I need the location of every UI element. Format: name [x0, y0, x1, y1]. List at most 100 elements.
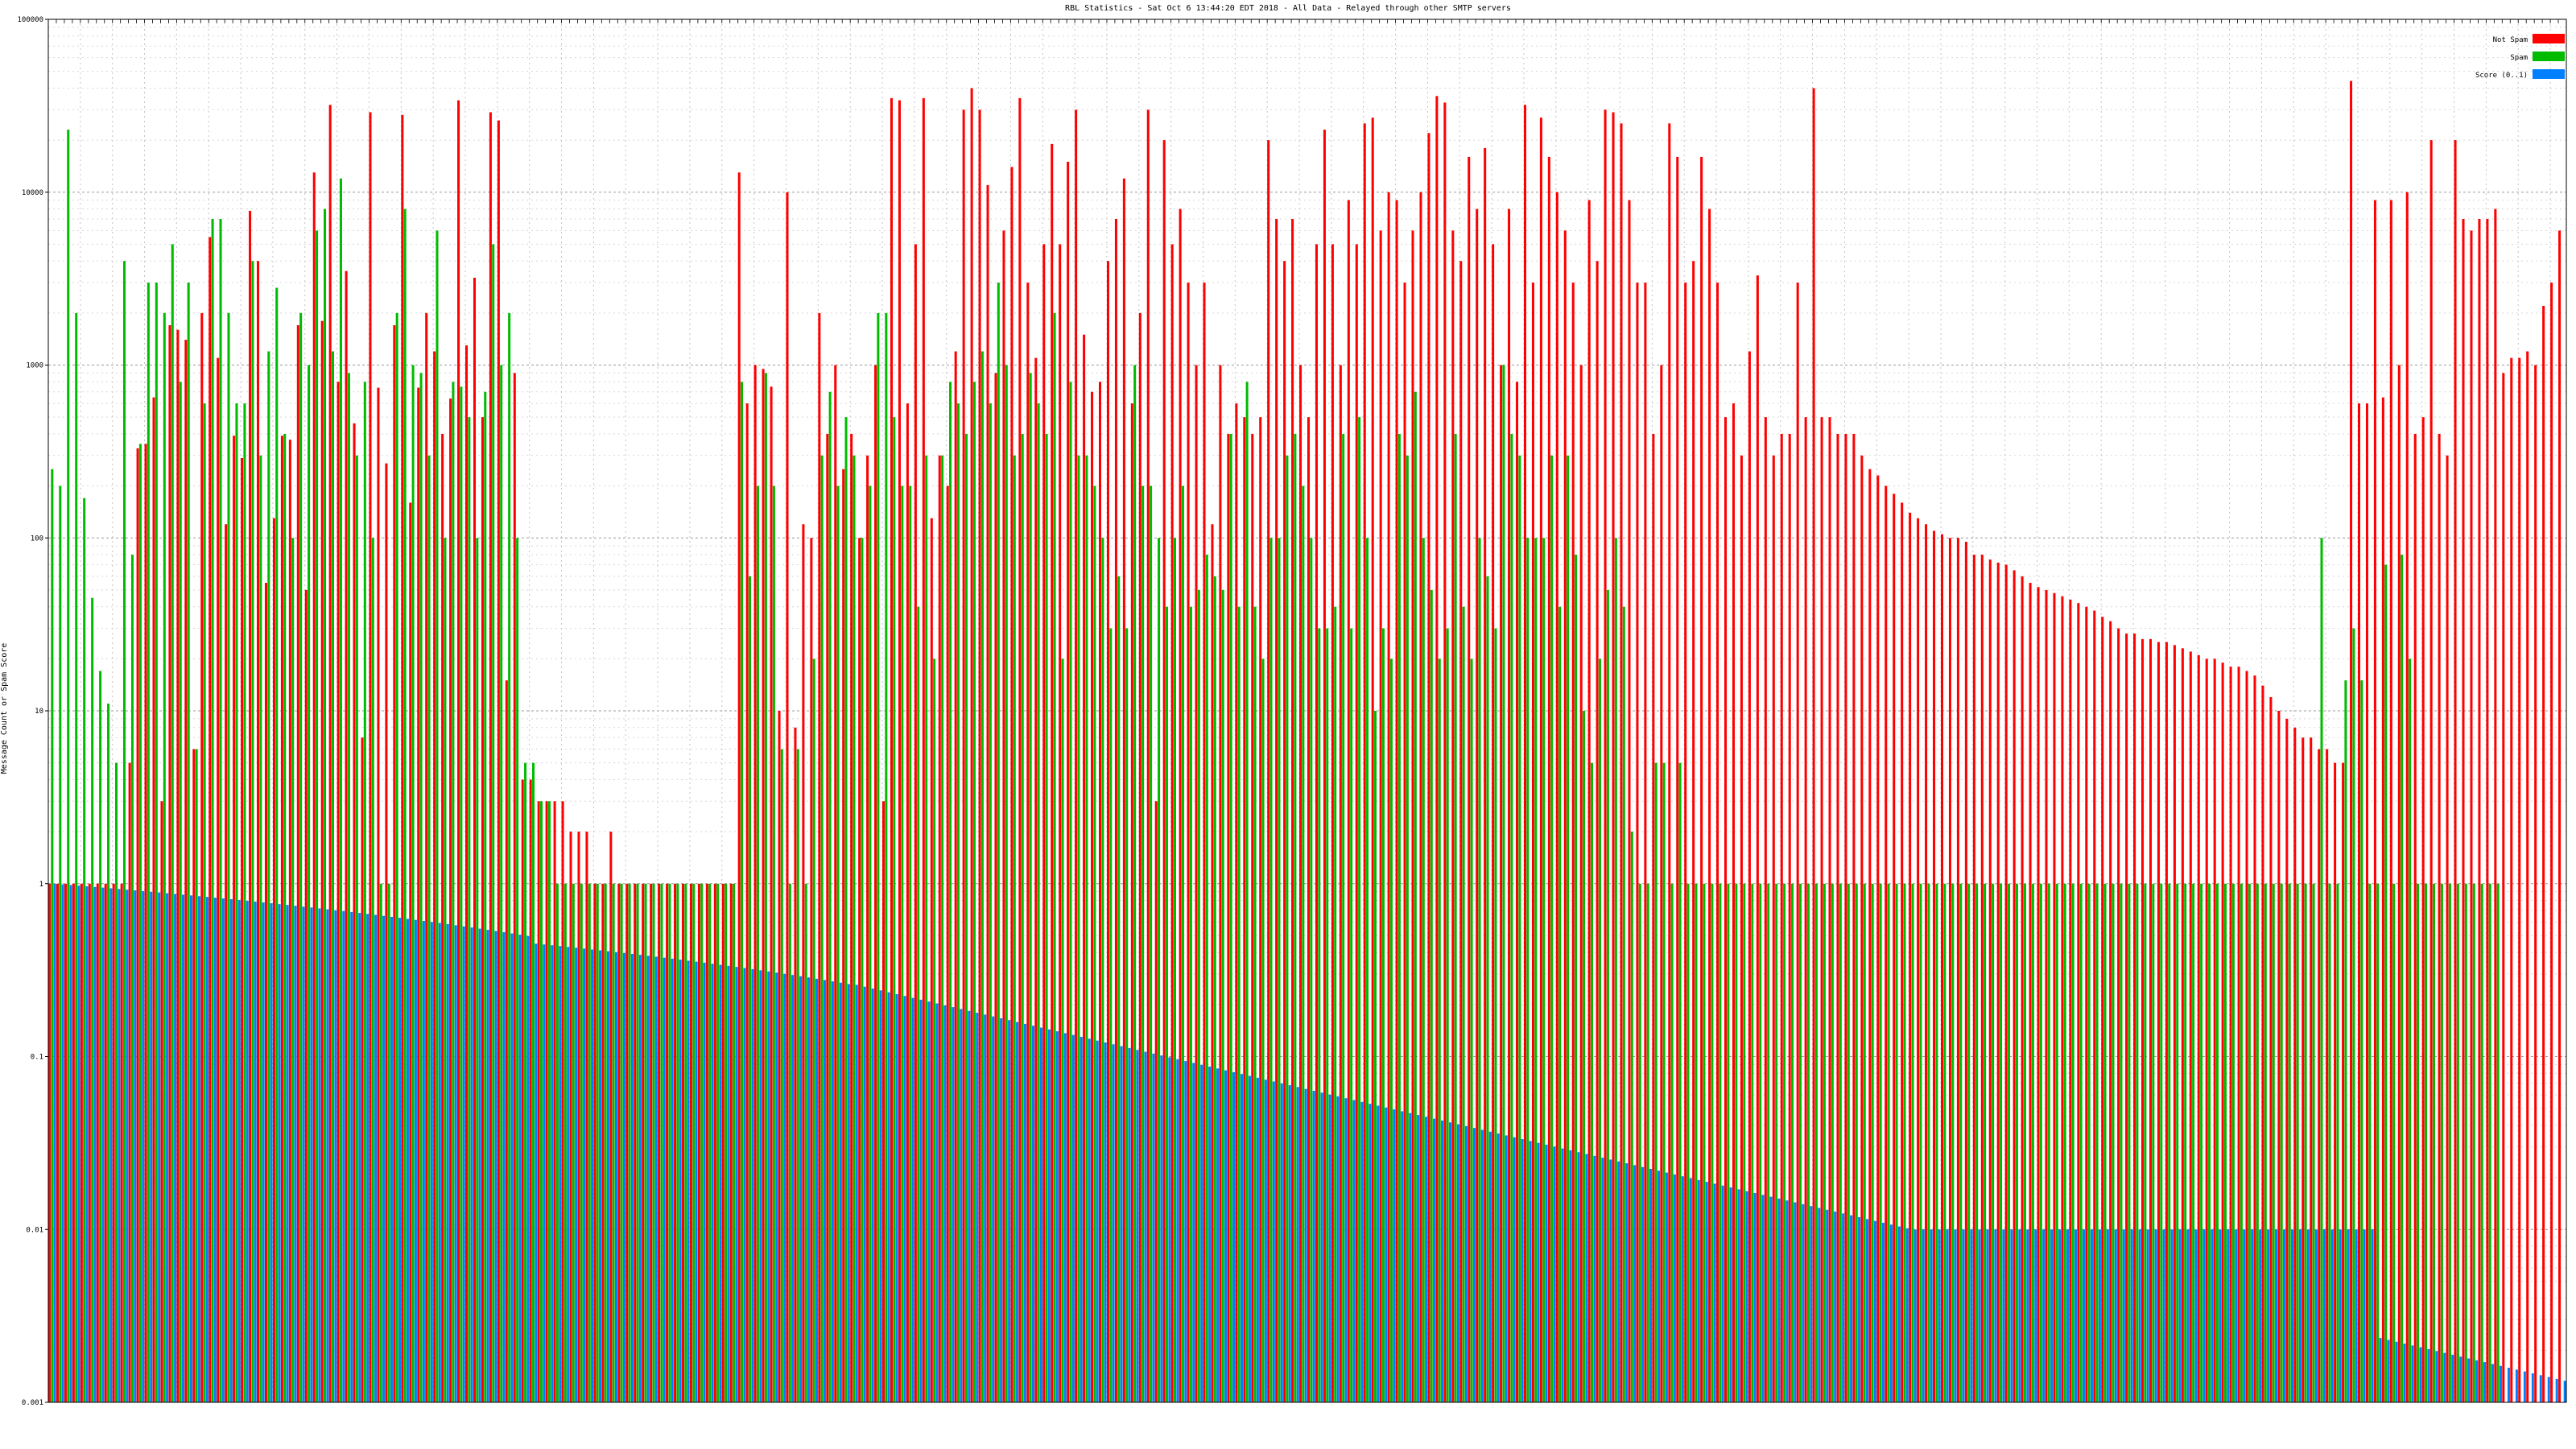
bar-not-spam [1692, 261, 1695, 1402]
bar-score [69, 885, 72, 1402]
legend-label: Score (0..1) [2475, 72, 2528, 80]
bar-score [1873, 1220, 1876, 1402]
bar-not-spam [401, 114, 404, 1403]
bar-score [1905, 1228, 1909, 1402]
bar-spam [1662, 762, 1666, 1402]
bar-not-spam [2421, 417, 2425, 1402]
bar-not-spam [449, 398, 452, 1403]
bar-spam [1310, 538, 1313, 1402]
bar-spam [1614, 538, 1617, 1402]
bar-not-spam [96, 883, 99, 1402]
bar-spam [2496, 883, 2500, 1402]
bar-score [1665, 1172, 1668, 1402]
bar-spam [99, 671, 102, 1402]
bar-not-spam [2029, 583, 2032, 1402]
bar-not-spam [2502, 373, 2505, 1402]
bar-spam [2071, 883, 2074, 1402]
bar-spam [524, 762, 527, 1402]
bar-spam [564, 883, 567, 1402]
bar-not-spam [721, 883, 724, 1402]
bar-spam [2160, 883, 2163, 1402]
bar-not-spam [874, 365, 877, 1402]
bar-spam [869, 485, 872, 1403]
bar-score [2547, 1377, 2550, 1402]
bar-score [2443, 1352, 2446, 1402]
bar-not-spam [88, 883, 91, 1402]
bar-score [1031, 1026, 1034, 1402]
bar-score [1938, 1229, 1941, 1402]
bar-not-spam [272, 518, 275, 1402]
y-tick-label: 100000 [17, 16, 43, 24]
bar-spam [2223, 883, 2227, 1402]
bar-not-spam [1668, 123, 1671, 1403]
bar-score [1160, 1055, 1163, 1402]
bar-spam [227, 312, 230, 1403]
bar-not-spam [802, 524, 805, 1402]
bar-not-spam [1844, 433, 1847, 1402]
bar-spam [2079, 883, 2083, 1402]
bar-score [1352, 1100, 1356, 1402]
bar-score [1657, 1170, 1661, 1402]
bar-not-spam [1612, 112, 1615, 1402]
bar-not-spam [64, 883, 67, 1402]
bar-spam [909, 485, 912, 1403]
bar-not-spam [1620, 123, 1623, 1403]
bar-not-spam [393, 325, 396, 1402]
bar-score [1377, 1105, 1380, 1402]
bar-spam [1350, 628, 1353, 1402]
bar-spam [733, 883, 736, 1402]
bar-spam [877, 312, 880, 1403]
bar-spam [2336, 883, 2339, 1402]
bar-not-spam [1154, 801, 1158, 1402]
bar-score [2010, 1229, 2013, 1402]
y-tick-label: 0.1 [31, 1054, 43, 1062]
bar-not-spam [2221, 663, 2224, 1402]
bar-spam [1951, 883, 1955, 1402]
bar-not-spam [2197, 654, 2200, 1402]
bar-spam [2103, 883, 2107, 1402]
bar-not-spam [1828, 417, 1831, 1402]
bar-score [2419, 1347, 2422, 1402]
bar-not-spam [858, 538, 861, 1402]
bar-spam [1759, 883, 1762, 1402]
bar-spam [419, 373, 423, 1402]
bar-not-spam [1187, 283, 1190, 1402]
bar-score [727, 965, 730, 1402]
bar-spam [1438, 658, 1441, 1402]
bar-spam [547, 801, 551, 1402]
bar-spam [949, 382, 952, 1403]
bar-not-spam [497, 120, 500, 1402]
bar-not-spam [1403, 283, 1406, 1402]
bar-score [2539, 1375, 2542, 1402]
bar-spam [756, 485, 759, 1403]
bar-score [1024, 1023, 1027, 1402]
bar-score [1312, 1091, 1315, 1402]
bar-score [2170, 1229, 2174, 1402]
bar-score [2211, 1229, 2214, 1402]
bar-score [2475, 1360, 2479, 1402]
bar-score [174, 894, 177, 1402]
bar-score [2451, 1354, 2454, 1402]
bar-not-spam [2181, 648, 2184, 1402]
bar-spam [2152, 883, 2155, 1402]
bar-spam [964, 433, 968, 1402]
bar-spam [179, 382, 182, 1403]
bar-score [1184, 1061, 1187, 1402]
bar-score [2531, 1373, 2534, 1402]
bar-not-spam [104, 883, 107, 1402]
bar-not-spam [441, 433, 444, 1402]
bar-spam [138, 444, 142, 1402]
bar-score [213, 898, 217, 1402]
bar-not-spam [425, 312, 428, 1403]
bar-not-spam [737, 172, 741, 1403]
bar-spam [316, 230, 319, 1402]
bar-not-spam [1075, 109, 1078, 1402]
bar-not-spam [826, 433, 829, 1402]
bar-not-spam [1500, 365, 1503, 1402]
bar-spam [668, 883, 671, 1402]
bar-spam [492, 244, 495, 1402]
bar-score [879, 990, 882, 1402]
bar-score [2227, 1229, 2230, 1402]
bar-spam [1735, 883, 1738, 1402]
bar-spam [91, 597, 94, 1402]
